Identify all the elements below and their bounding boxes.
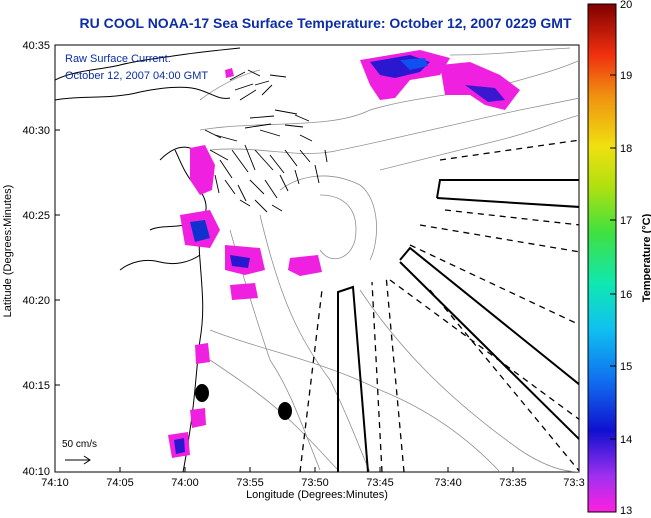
sst-patches — [168, 50, 520, 458]
radar-beam-dashed — [299, 139, 579, 472]
y-tick-label: 40:25 — [22, 210, 50, 222]
y-tick-label: 40:10 — [22, 466, 50, 478]
annotation-line1: Raw Surface Current: — [65, 53, 171, 65]
scale-label: 50 cm/s — [62, 439, 97, 450]
colorbar — [587, 3, 617, 513]
x-tick-label: 73:50 — [301, 477, 329, 489]
x-tick-label: 74:00 — [171, 477, 199, 489]
x-tick-label: 73:3 — [563, 477, 584, 489]
x-tick-label: 74:05 — [106, 477, 134, 489]
colorbar-tick: 16 — [620, 289, 632, 301]
station-dot — [195, 384, 209, 402]
y-ticks: 40:35 40:30 40:25 40:20 40:15 40:10 — [22, 40, 60, 478]
x-tick-label: 73:45 — [366, 477, 394, 489]
x-tick-label: 74:10 — [41, 477, 69, 489]
colorbar-tick: 18 — [620, 143, 632, 155]
y-tick-label: 40:15 — [22, 380, 50, 392]
x-tick-label: 73:35 — [499, 477, 527, 489]
x-tick-label: 73:40 — [434, 477, 462, 489]
scale-arrow — [65, 455, 91, 465]
current-vectors — [204, 69, 328, 213]
x-tick-label: 73:55 — [236, 477, 264, 489]
radar-beams — [337, 179, 579, 472]
colorbar-tick: 19 — [620, 70, 632, 82]
bathymetry-contours — [199, 47, 579, 472]
colorbar-tick: 20 — [620, 0, 632, 11]
y-tick-label: 40:35 — [22, 40, 50, 52]
map-title: RU COOL NOAA-17 Sea Surface Temperature:… — [79, 15, 572, 31]
colorbar-tick: 17 — [620, 215, 632, 227]
y-tick-label: 40:30 — [22, 125, 50, 137]
annotation-line2: October 12, 2007 04:00 GMT — [65, 70, 208, 82]
colorbar-ticks: 20 19 18 17 16 15 14 13 — [610, 0, 632, 517]
colorbar-tick: 14 — [620, 434, 632, 446]
colorbar-tick: 13 — [620, 505, 632, 517]
colorbar-tick: 15 — [620, 361, 632, 373]
station-dot — [278, 402, 292, 420]
x-ticks: 74:10 74:05 74:00 73:55 73:50 73:45 73:4… — [41, 467, 585, 489]
x-axis-title: Longitude (Degrees:Minutes) — [246, 489, 388, 501]
y-tick-label: 40:20 — [22, 295, 50, 307]
